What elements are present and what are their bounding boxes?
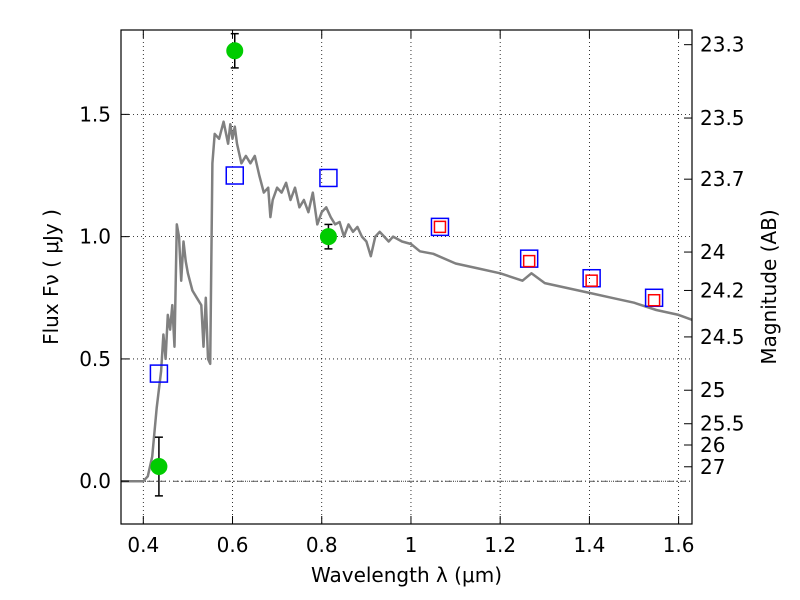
observed-point: [226, 42, 244, 60]
x-axis-label: Wavelength λ (μm): [311, 563, 502, 587]
magnitude-tick-label: 27: [700, 455, 725, 479]
magnitude-tick-label: 23.7: [700, 167, 745, 191]
x-tick-label: 0.4: [127, 533, 159, 557]
model-photometry-square: [225, 166, 245, 185]
observed-point: [150, 458, 168, 476]
model-photometry-square: [319, 168, 338, 188]
magnitude-tick-label: 24.2: [700, 278, 745, 302]
labels-layer: 0.4 0.6 0.8 1 1.2 1.4 1.6 0.0 0.5 1.0 1.5 23.3 23.5 2…: [79, 33, 744, 557]
magnitude-tick-label: 23.3: [700, 33, 745, 57]
series-layer: [121, 120, 693, 483]
y-axis-label: Flux Fν ( μJy ): [39, 209, 63, 345]
extra-photometry-square: [647, 293, 661, 307]
x-tick-label: 1.6: [663, 533, 695, 557]
x-tick-label: 0.6: [217, 533, 249, 557]
y-tick-label: 1.5: [79, 102, 111, 126]
magnitude-tick-label: 25: [700, 378, 725, 402]
observed-point: [319, 228, 337, 246]
plot-frame: [120, 29, 693, 525]
magnitude-tick-label: 26: [700, 433, 725, 457]
extra-photometry-square: [522, 254, 536, 268]
model-photometry-square: [430, 217, 450, 237]
y-tick-label: 0.5: [79, 347, 111, 371]
grid-layer: [121, 30, 692, 524]
magnitude-tick-label: 25.5: [700, 412, 745, 436]
magnitude-tick-label: 24.5: [700, 325, 745, 349]
model-photometry-square: [149, 364, 169, 383]
right-axis-label: Magnitude (AB): [757, 209, 781, 364]
x-tick-label: 0.8: [306, 533, 338, 557]
y-tick-label: 1.0: [79, 225, 111, 249]
magnitude-tick-label: 23.5: [700, 106, 745, 130]
ticks-layer: [121, 30, 692, 524]
points-layer: [149, 32, 664, 497]
extra-photometry-square: [433, 220, 447, 234]
magnitude-tick-label: 24: [700, 240, 725, 264]
x-tick-label: 1.2: [484, 533, 516, 557]
model-sed-line: [121, 120, 693, 483]
extra-photometry-square: [585, 274, 598, 287]
y-tick-label: 0.0: [79, 469, 111, 493]
x-tick-label: 1.4: [573, 533, 605, 557]
x-tick-label: 1: [405, 533, 418, 557]
